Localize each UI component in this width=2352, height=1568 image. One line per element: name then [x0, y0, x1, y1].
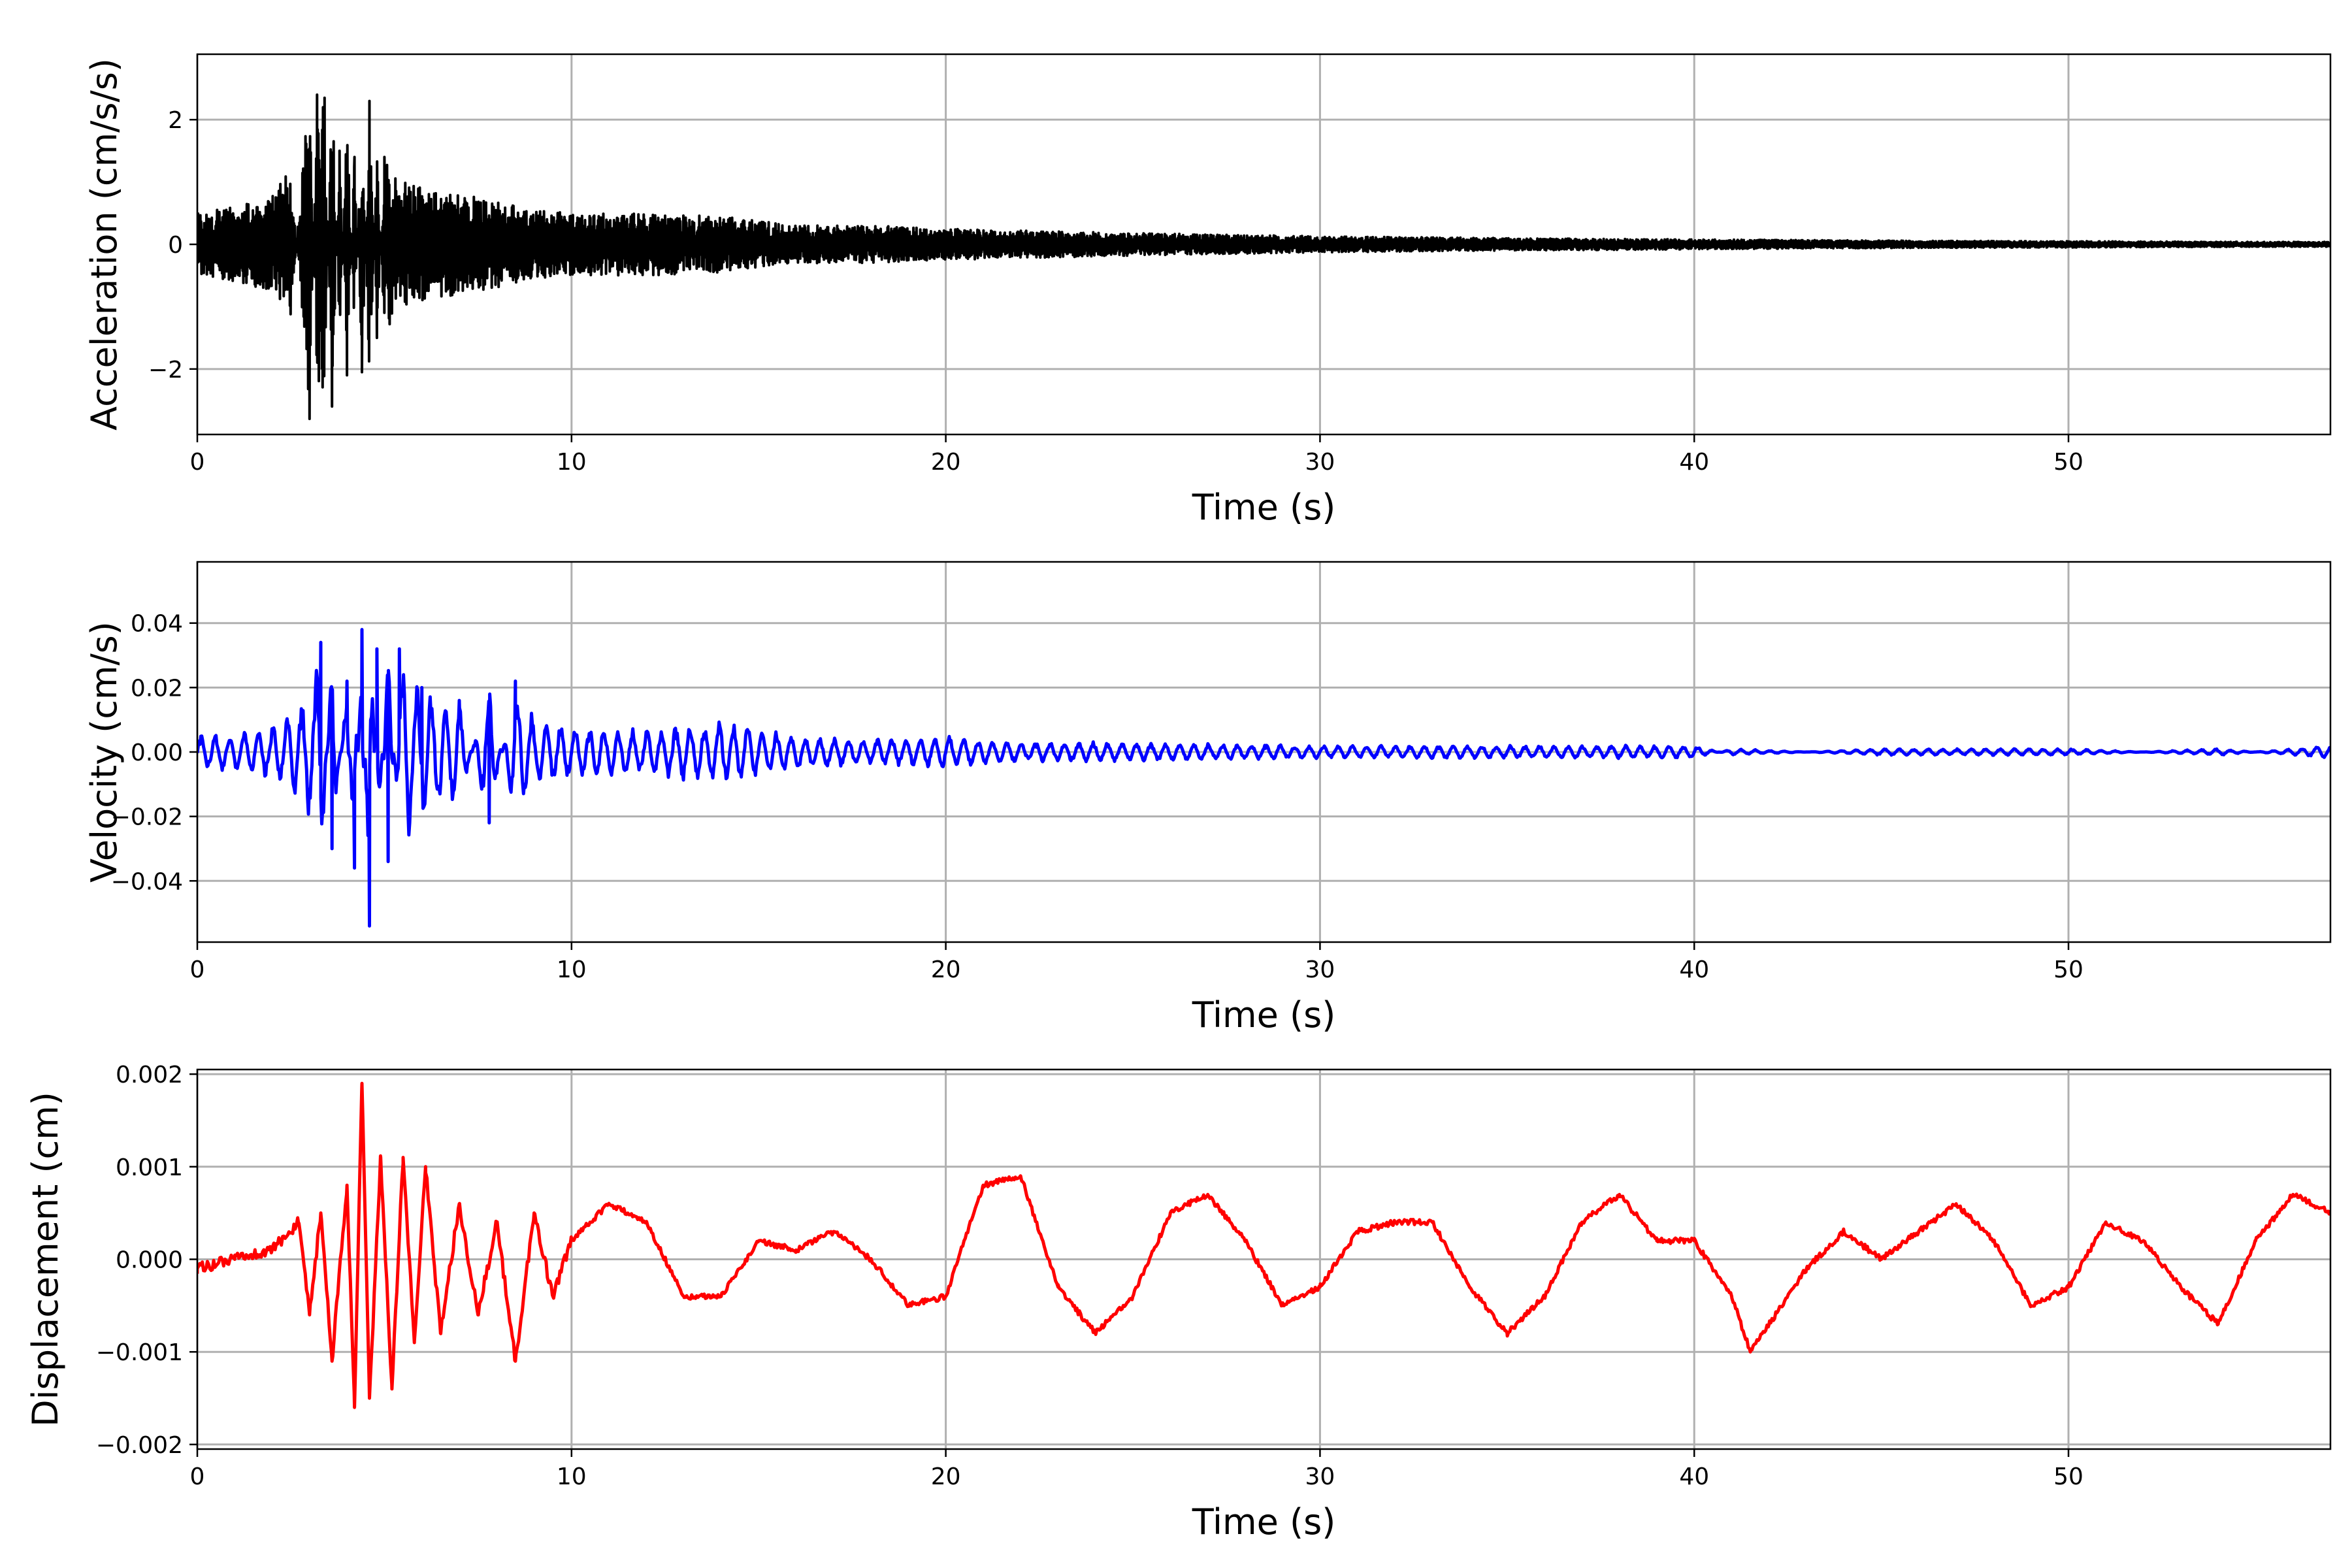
velocity-ytick-label: 0.04 [131, 611, 183, 638]
acceleration-xlabel: Time (s) [1192, 487, 1336, 528]
displacement-ylabel: Displacement (cm) [25, 1092, 66, 1427]
velocity-ylabel: Velocity (cm/s) [84, 621, 125, 883]
displacement-xtick-label: 50 [2053, 1463, 2083, 1490]
displacement-axes-frame [196, 1068, 2332, 1450]
velocity-ytick-label: −0.04 [111, 868, 183, 895]
displacement-series-line [197, 1081, 2330, 1409]
velocity-xtick-label: 50 [2053, 956, 2083, 983]
acceleration-ylabel: Acceleration (cm/s/s) [84, 58, 125, 431]
velocity-xtick-label: 10 [557, 956, 587, 983]
displacement-ytick-label: 0.001 [116, 1154, 183, 1181]
displacement-xtick-label: 40 [1679, 1463, 1709, 1490]
displacement-panel: 0 10 20 30 40 50 −0.002 −0.001 0.000 0.001 0.002 Ti… [25, 1062, 2332, 1543]
displacement-xlabel: Time (s) [1192, 1501, 1336, 1543]
acceleration-xtick-label: 10 [557, 449, 587, 476]
displacement-ytick-label: 0.002 [116, 1062, 183, 1088]
velocity-ytick-label: 0.00 [131, 740, 183, 766]
displacement-xtick-label: 30 [1305, 1463, 1335, 1490]
velocity-xtick-label: 40 [1679, 956, 1709, 983]
velocity-panel: 0 10 20 30 40 50 −0.04 −0.02 0.00 0.02 0.04 Time (s… [84, 561, 2332, 1036]
acceleration-xtick-label: 40 [1679, 449, 1709, 476]
velocity-xtick-label: 20 [931, 956, 961, 983]
velocity-xtick-label: 30 [1305, 956, 1335, 983]
velocity-xtick-label: 0 [190, 956, 205, 983]
acceleration-xtick-label: 0 [190, 449, 205, 476]
velocity-axes-frame [196, 561, 2332, 943]
displacement-ytick-label: −0.002 [96, 1432, 183, 1459]
displacement-xtick-label: 10 [557, 1463, 587, 1490]
acceleration-xtick-label: 50 [2053, 449, 2083, 476]
acceleration-ytick-label: 0 [168, 232, 183, 259]
acceleration-xtick-label: 30 [1305, 449, 1335, 476]
acceleration-series-line [197, 93, 2330, 421]
displacement-ytick-label: −0.001 [96, 1339, 183, 1366]
displacement-xtick-label: 20 [931, 1463, 961, 1490]
acceleration-panel: 0 10 20 30 40 50 −2 0 2 Time (s) Acceleration (cm/… [84, 53, 2332, 528]
acceleration-ytick-label: −2 [148, 357, 183, 384]
velocity-xlabel: Time (s) [1192, 994, 1336, 1036]
velocity-ytick-label: 0.02 [131, 675, 183, 702]
velocity-series-line [197, 628, 2330, 928]
velocity-ytick-label: −0.02 [111, 804, 183, 831]
displacement-xtick-label: 0 [190, 1463, 205, 1490]
acceleration-xtick-label: 20 [931, 449, 961, 476]
acceleration-ytick-label: 2 [168, 107, 183, 134]
displacement-ytick-label: 0.000 [116, 1247, 183, 1274]
acceleration-axes-frame [196, 53, 2332, 436]
